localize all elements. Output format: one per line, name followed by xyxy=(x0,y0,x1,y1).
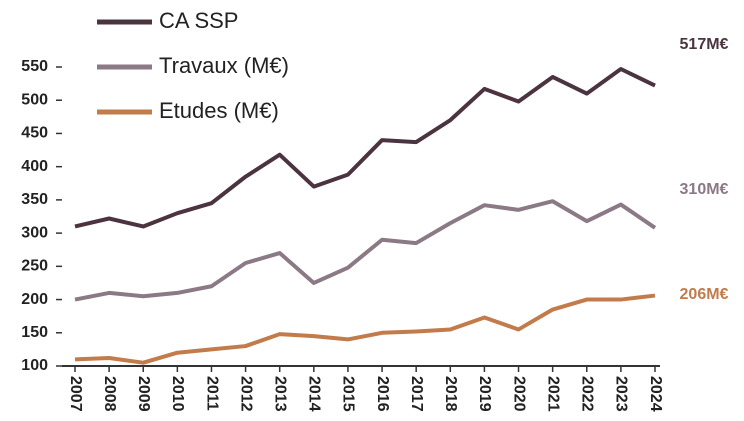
series-line xyxy=(74,293,656,365)
x-tick-label: 2013 xyxy=(271,376,288,412)
x-tick-label: 2015 xyxy=(340,376,357,412)
x-tick-label: 2020 xyxy=(510,376,527,412)
y-tick-label: 200 xyxy=(21,291,48,308)
x-tick-label: 2019 xyxy=(476,376,493,412)
x-tick-label: 2017 xyxy=(408,376,425,412)
x-tick-label: 2023 xyxy=(613,376,630,412)
legend-label: CA SSP xyxy=(159,8,238,33)
y-tick-label: 250 xyxy=(21,258,48,275)
legend-label: Etudes (M€) xyxy=(159,98,279,123)
x-tick-label: 2007 xyxy=(67,376,84,412)
y-tick-label: 150 xyxy=(21,324,48,341)
x-tick-label: 2011 xyxy=(203,376,220,411)
x-tick-label: 2014 xyxy=(306,376,323,412)
y-tick-label: 100 xyxy=(21,357,48,374)
series-line xyxy=(74,66,656,229)
y-tick-label: 400 xyxy=(21,158,48,175)
x-tick-label: 2018 xyxy=(442,376,459,412)
x-tick-label: 2024 xyxy=(647,376,664,412)
x-tick-label: 2012 xyxy=(237,376,254,412)
end-label: 517M€ xyxy=(680,36,729,53)
x-tick-label: 2021 xyxy=(544,376,561,412)
x-tick-label: 2022 xyxy=(579,376,596,412)
legend-label: Travaux (M€) xyxy=(159,53,289,78)
end-label: 206M€ xyxy=(680,286,729,303)
x-tick-label: 2010 xyxy=(169,376,186,412)
y-tick-label: 500 xyxy=(21,91,48,108)
end-label: 310M€ xyxy=(680,181,729,198)
x-tick-label: 2016 xyxy=(374,376,391,412)
y-tick-label: 350 xyxy=(21,191,48,208)
series-line xyxy=(74,199,657,302)
y-tick-label: 550 xyxy=(21,58,48,75)
y-tick-label: 300 xyxy=(21,224,48,241)
x-tick-label: 2008 xyxy=(101,376,118,412)
x-tick-label: 2009 xyxy=(135,376,152,412)
y-tick-label: 450 xyxy=(21,125,48,142)
